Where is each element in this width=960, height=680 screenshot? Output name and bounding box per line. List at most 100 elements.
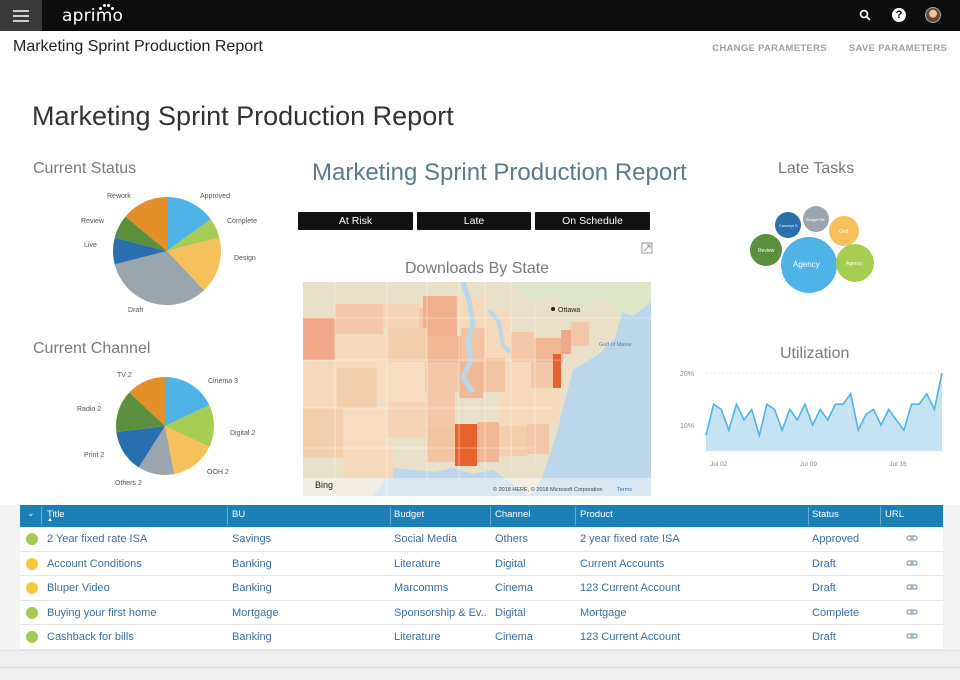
column-header-product[interactable]: Product (580, 509, 613, 520)
pie-label-design: Design (234, 255, 256, 262)
pie-label-radio: Radio 2 (77, 406, 102, 413)
column-header-url[interactable]: URL (885, 509, 905, 520)
utilization-area-chart: 20% 10% Jul 02 Jul 09 Jul 16 (680, 371, 943, 468)
on-schedule-filter-button[interactable]: On Schedule (535, 212, 650, 230)
bing-logo: Bing (315, 480, 333, 490)
channel-slice-ooh-2[interactable] (165, 426, 210, 475)
status-slice-live[interactable] (113, 237, 167, 265)
center-report-title: Marketing Sprint Production Report (312, 159, 687, 186)
link-icon[interactable] (906, 607, 918, 617)
link-icon[interactable] (906, 533, 918, 543)
column-divider (880, 507, 881, 525)
status-slice-complete[interactable] (167, 219, 220, 251)
expand-icon[interactable] (641, 242, 653, 254)
utilization-label: Utilization (780, 345, 850, 362)
status-slice-rework[interactable] (125, 197, 167, 251)
table-cell-status: Draft (812, 582, 836, 595)
bubble-concept[interactable] (775, 212, 801, 238)
pie-label-complete: Complete (227, 218, 257, 225)
table-cell-bu: Mortgage (232, 606, 279, 619)
bubble-agency[interactable] (781, 237, 837, 293)
channel-slice-print-2[interactable] (116, 426, 165, 468)
map-terms-link[interactable]: Terms (617, 487, 632, 493)
channel-slice-others-2[interactable] (138, 426, 175, 475)
map-copyright: © 2018 HERE, © 2018 Microsoft Corporatio… (493, 486, 603, 493)
utilization-y-tick: 10% (680, 423, 694, 430)
late-tasks-label: Late Tasks (778, 160, 855, 177)
hamburger-menu-icon[interactable] (0, 0, 42, 31)
table-row[interactable]: Buying your first home Mortgage Sponsorshi… (20, 601, 943, 626)
late-filter-button[interactable]: Late (417, 212, 531, 230)
bubble-agency-2-label: Agency (846, 261, 863, 267)
bubble-concept-label: Concept S (779, 223, 798, 228)
report-title: Marketing Sprint Production Report (32, 101, 454, 131)
downloads-by-state-label: Downloads By State (405, 260, 550, 277)
table-cell-channel: Digital (495, 557, 526, 570)
save-parameters-button[interactable]: SAVE PARAMETERS (848, 43, 947, 54)
table-cell-title[interactable]: Account Conditions (47, 557, 142, 570)
column-header-title[interactable]: Title (47, 509, 65, 520)
column-divider (41, 507, 42, 525)
column-divider (390, 507, 391, 525)
pie-label-ooh: OOH 2 (207, 469, 229, 476)
help-icon[interactable]: ? (890, 6, 908, 24)
table-row[interactable]: Account Conditions Banking Literature Digit… (20, 552, 943, 577)
status-indicator-dot (26, 606, 38, 619)
pie-label-others: Others 2 (115, 480, 142, 487)
channel-slice-tv-2[interactable] (129, 377, 165, 426)
channel-slice-cinema-3[interactable] (165, 377, 210, 426)
table-cell-title[interactable]: Buying your first home (47, 606, 157, 619)
table-cell-title[interactable]: Cashback for bills (47, 631, 134, 644)
link-icon[interactable] (906, 558, 918, 568)
table-cell-status: Complete (812, 606, 860, 619)
table-cell-title[interactable]: Bluper Video (47, 582, 110, 595)
change-parameters-button[interactable]: CHANGE PARAMETERS (712, 43, 827, 54)
column-header-budget[interactable]: Budget (394, 509, 425, 520)
status-slice-approved[interactable] (167, 197, 211, 251)
table-cell-channel: Cinema (495, 582, 533, 595)
table-cell-bu: Banking (232, 631, 272, 644)
link-icon[interactable] (906, 582, 918, 592)
bubble-agency-label: Agency (793, 260, 820, 269)
column-header-channel[interactable]: Channel (495, 509, 531, 520)
sort-ascending-icon[interactable]: ▲ (47, 517, 53, 523)
pie-label-rework: Rework (107, 193, 131, 200)
channel-slice-digital-2[interactable] (165, 405, 214, 447)
column-header-status[interactable]: Status (812, 509, 839, 520)
row-expand-header-icon[interactable]: ⌄ (27, 508, 35, 518)
status-slice-design[interactable] (167, 237, 221, 291)
bubble-review[interactable] (750, 234, 782, 266)
table-cell-budget: Literature (394, 557, 441, 570)
table-cell-status: Draft (812, 557, 836, 570)
table-cell-budget: Sponsorship & Ev... (394, 606, 486, 619)
table-cell-bu: Savings (232, 533, 272, 545)
table-cell-product: 123 Current Account (580, 631, 681, 644)
table-cell-title[interactable]: 2 Year fixed rate ISA (47, 533, 148, 545)
pie-label-digital: Digital 2 (230, 430, 256, 437)
link-icon[interactable] (906, 631, 918, 641)
pie-label-cinema: Cinema 3 (208, 378, 238, 385)
status-slice-draft[interactable] (114, 251, 204, 305)
current-channel-pie-chart (116, 377, 214, 475)
search-icon[interactable] (856, 6, 874, 24)
table-cell-bu: Banking (232, 557, 272, 570)
at-risk-filter-button[interactable]: At Risk (298, 212, 413, 230)
column-header-bu[interactable]: BU (232, 509, 246, 520)
bubble-grid[interactable] (829, 216, 859, 246)
status-slice-review[interactable] (114, 216, 167, 251)
bubble-agency-2[interactable] (836, 244, 874, 282)
user-avatar[interactable] (924, 6, 942, 24)
status-indicator-dot (26, 582, 38, 595)
table-row[interactable]: 2 Year fixed rate ISA Savings Social Media… (20, 527, 943, 552)
channel-slice-radio-2[interactable] (116, 392, 165, 433)
map-region-label: Gulf of Maine (599, 342, 632, 348)
current-status-pie-chart (113, 197, 221, 305)
table-row[interactable]: Bluper Video Banking Marcomms Cinema 123 Cur… (20, 576, 943, 601)
pie-label-review: Review (81, 218, 104, 225)
utilization-x-tick: Jul 02 (710, 461, 728, 468)
status-indicator-dot (26, 557, 38, 570)
bubble-budget[interactable] (803, 206, 829, 232)
table-row[interactable]: Cashback for bills Banking Literature Cinem… (20, 625, 943, 650)
downloads-map[interactable]: Ottawa Gulf of Maine Bing © 2018 HERE, ©… (303, 282, 651, 496)
table-cell-product: 2 year fixed rate ISA (580, 533, 680, 545)
